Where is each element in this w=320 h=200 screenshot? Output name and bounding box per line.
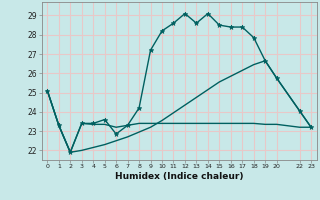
X-axis label: Humidex (Indice chaleur): Humidex (Indice chaleur) xyxy=(115,172,244,181)
